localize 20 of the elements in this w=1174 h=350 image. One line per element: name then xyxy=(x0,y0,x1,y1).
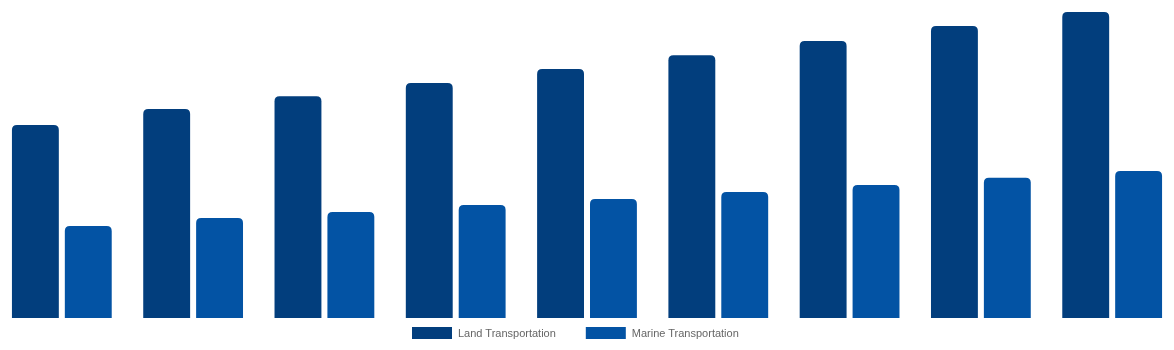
bar xyxy=(852,184,900,318)
legend-label: Land Transportation xyxy=(458,327,556,339)
bar xyxy=(1115,171,1163,318)
bar xyxy=(143,109,191,318)
bar xyxy=(196,217,244,318)
bar xyxy=(799,41,847,318)
bar xyxy=(1062,12,1110,318)
bar xyxy=(274,96,322,318)
bar xyxy=(327,212,375,318)
bar xyxy=(537,68,584,318)
bar xyxy=(983,177,1031,318)
legend-label: Marine Transportation xyxy=(631,327,739,339)
bar xyxy=(64,225,112,318)
bar xyxy=(405,82,453,318)
bar xyxy=(11,124,59,318)
bar xyxy=(458,205,506,318)
bar xyxy=(668,55,716,318)
bar xyxy=(721,191,769,318)
bar xyxy=(930,26,978,318)
bar xyxy=(590,198,637,318)
